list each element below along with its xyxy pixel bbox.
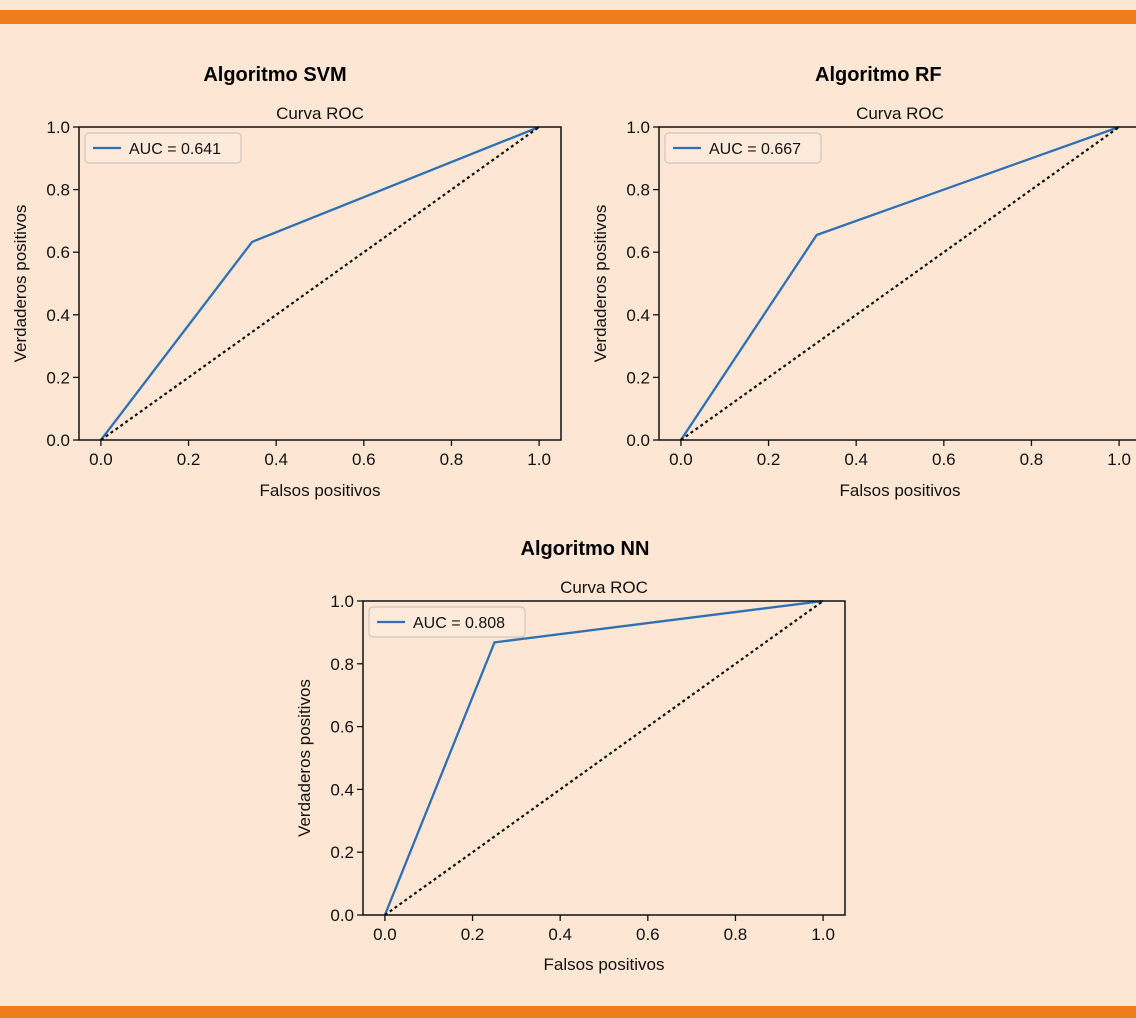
x-tick-label: 0.4 bbox=[844, 450, 868, 469]
plot-title: Curva ROC bbox=[856, 104, 944, 123]
plot-title: Curva ROC bbox=[560, 578, 648, 597]
x-axis-label: Falsos positivos bbox=[840, 481, 961, 500]
x-tick-label: 0.6 bbox=[352, 450, 376, 469]
y-tick-label: 0.6 bbox=[46, 243, 70, 262]
y-tick-label: 0.6 bbox=[330, 718, 354, 737]
y-tick-label: 1.0 bbox=[46, 118, 70, 137]
legend-box bbox=[84, 132, 242, 164]
legend-box bbox=[368, 606, 526, 638]
y-tick-label: 0.8 bbox=[46, 181, 70, 200]
x-tick-label: 0.0 bbox=[669, 450, 693, 469]
roc-curve-line bbox=[679, 125, 1120, 441]
x-tick-label: 0.2 bbox=[757, 450, 781, 469]
legend-label: AUC = 0.808 bbox=[413, 615, 505, 632]
bottom-accent-bar bbox=[0, 1006, 1136, 1018]
x-tick-label: 0.8 bbox=[724, 925, 748, 944]
y-tick-label: 0.0 bbox=[46, 431, 70, 450]
x-tick-label: 1.0 bbox=[1107, 450, 1131, 469]
x-tick-label: 0.6 bbox=[636, 925, 660, 944]
chart-heading: Algoritmo NN bbox=[520, 538, 650, 560]
plot-title: Curva ROC bbox=[276, 104, 364, 123]
y-tick-label: 0.8 bbox=[626, 181, 650, 200]
y-tick-label: 0.0 bbox=[330, 906, 354, 925]
y-tick-label: 0.6 bbox=[626, 243, 650, 262]
x-tick-label: 0.0 bbox=[89, 450, 113, 469]
y-axis-label: Verdaderos positivos bbox=[11, 205, 30, 363]
x-tick-label: 1.0 bbox=[811, 925, 835, 944]
x-tick-label: 0.8 bbox=[1020, 450, 1044, 469]
diagonal-reference-line bbox=[384, 600, 824, 916]
y-tick-label: 1.0 bbox=[626, 118, 650, 137]
legend-box bbox=[664, 132, 822, 164]
y-tick-label: 0.2 bbox=[330, 843, 354, 862]
legend-label: AUC = 0.667 bbox=[709, 141, 801, 158]
y-tick-label: 0.0 bbox=[626, 431, 650, 450]
roc-curve-line bbox=[383, 599, 824, 916]
x-tick-label: 0.0 bbox=[373, 925, 397, 944]
y-tick-label: 0.2 bbox=[46, 368, 70, 387]
x-tick-label: 1.0 bbox=[527, 450, 551, 469]
x-tick-label: 0.6 bbox=[932, 450, 956, 469]
y-tick-label: 0.4 bbox=[330, 780, 354, 799]
plot-frame bbox=[78, 126, 562, 441]
x-tick-label: 0.2 bbox=[177, 450, 201, 469]
y-axis-label: Verdaderos positivos bbox=[295, 679, 314, 837]
x-tick-label: 0.4 bbox=[264, 450, 288, 469]
chart-heading: Algoritmo RF bbox=[815, 64, 942, 86]
top-accent-bar bbox=[0, 10, 1136, 24]
legend-label: AUC = 0.641 bbox=[129, 141, 221, 158]
chart-heading: Algoritmo SVM bbox=[203, 64, 347, 86]
y-tick-label: 1.0 bbox=[330, 592, 354, 611]
plot-frame bbox=[362, 600, 846, 916]
plot-frame bbox=[658, 126, 1136, 441]
y-tick-label: 0.8 bbox=[330, 655, 354, 674]
y-tick-label: 0.4 bbox=[626, 306, 650, 325]
roc-curve-line bbox=[99, 125, 540, 441]
x-tick-label: 0.2 bbox=[461, 925, 485, 944]
y-tick-label: 0.2 bbox=[626, 368, 650, 387]
y-axis-label: Verdaderos positivos bbox=[591, 205, 610, 363]
y-tick-label: 0.4 bbox=[46, 306, 70, 325]
x-axis-label: Falsos positivos bbox=[260, 481, 381, 500]
x-axis-label: Falsos positivos bbox=[544, 955, 665, 974]
x-tick-label: 0.8 bbox=[440, 450, 464, 469]
x-tick-label: 0.4 bbox=[548, 925, 572, 944]
